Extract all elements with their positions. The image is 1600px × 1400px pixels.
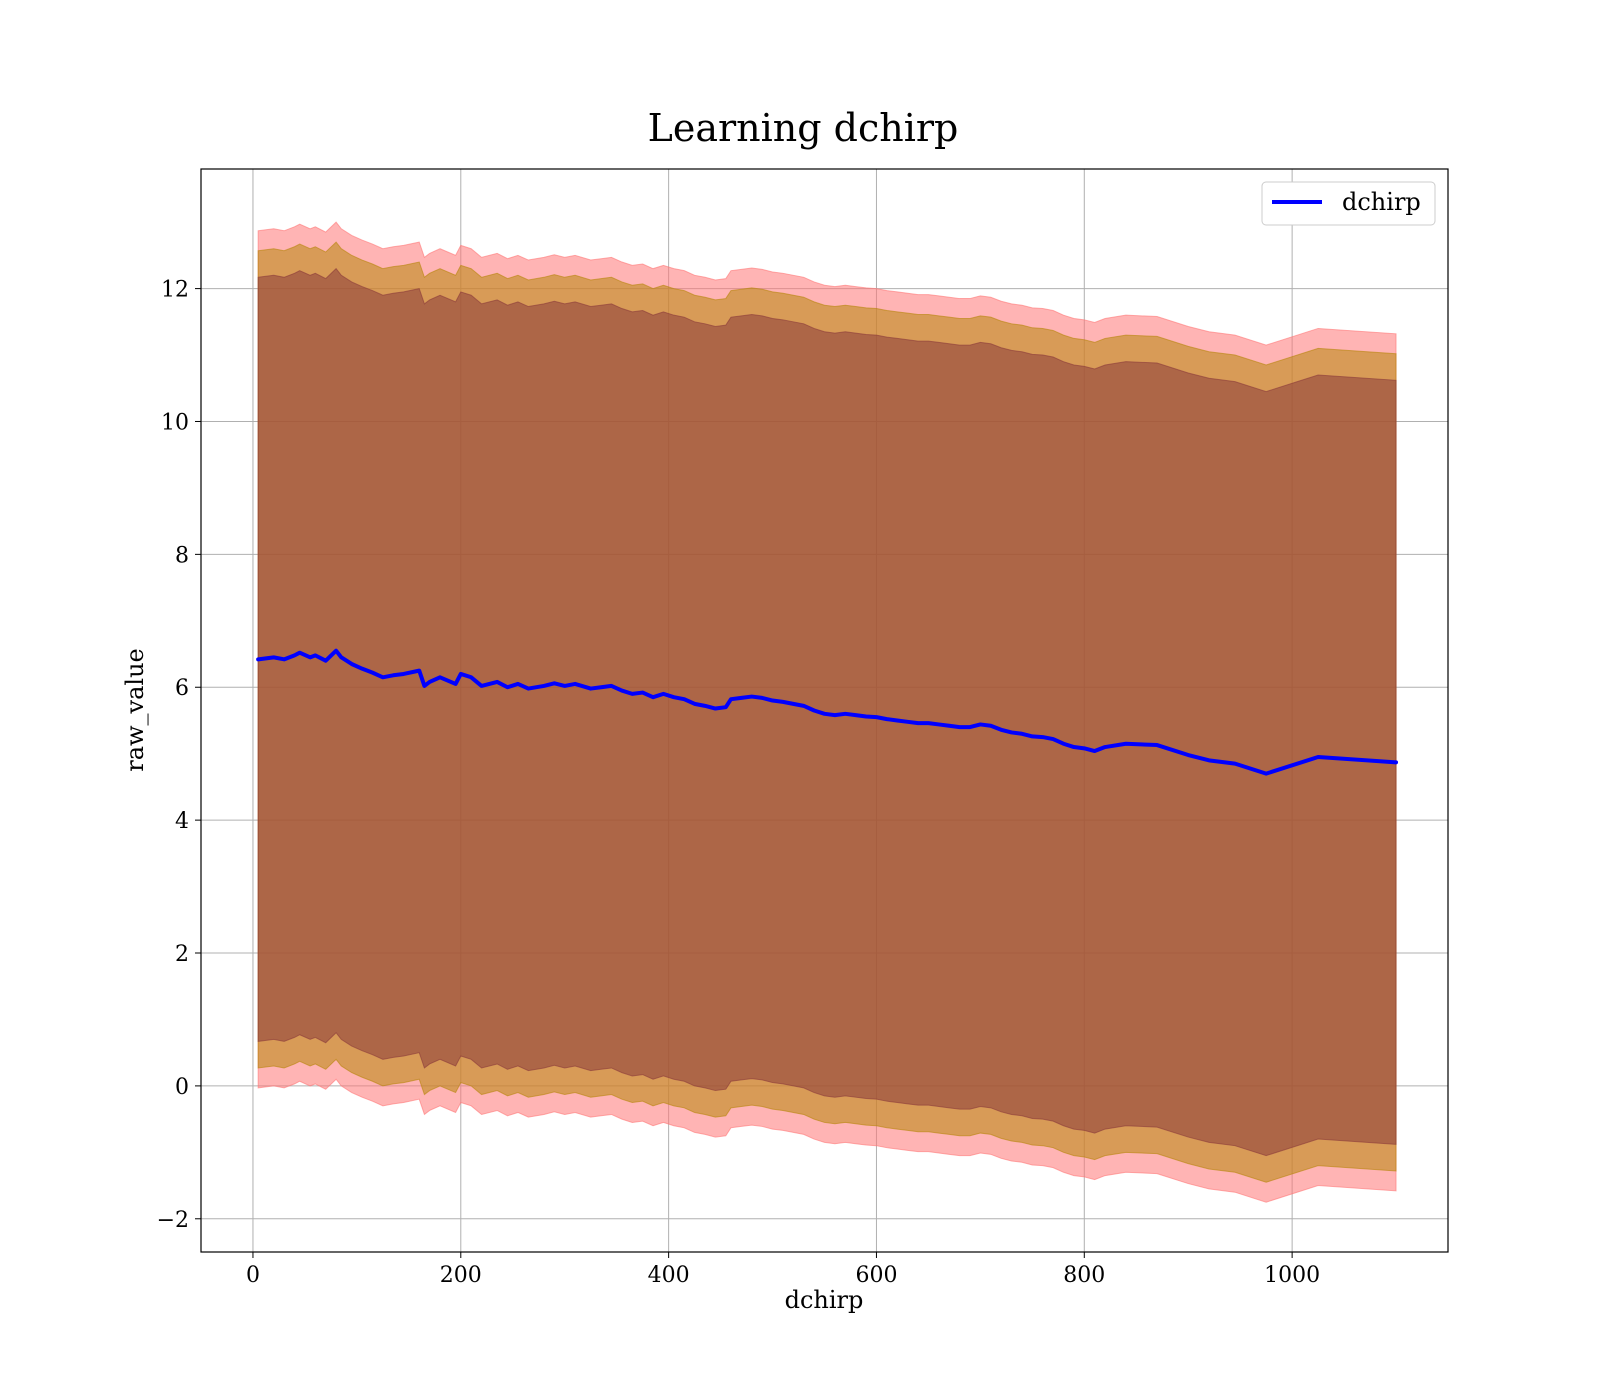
x-tick-label: 400: [648, 1263, 690, 1288]
series-lines: [256, 648, 1399, 776]
y-tick-label: 6: [175, 676, 189, 701]
x-tick-label: 1000: [1264, 1263, 1320, 1288]
legend-label: dchirp: [1342, 188, 1421, 216]
x-tick-label: 0: [246, 1263, 260, 1288]
y-axis-label: raw_value: [121, 648, 149, 772]
y-tick-label: 12: [161, 278, 189, 303]
series-line-dchirp: [256, 648, 1399, 776]
y-axis-ticks: −2 0 2 4 6 8 10 12: [157, 278, 201, 1233]
x-tick-label: 600: [855, 1263, 897, 1288]
y-tick-label: 4: [175, 809, 189, 834]
legend-box: [1261, 181, 1436, 226]
y-tick-label: 10: [161, 410, 189, 435]
x-tick-label: 200: [440, 1263, 482, 1288]
x-axis-label: dchirp: [785, 1286, 864, 1314]
y-tick-label: 8: [175, 543, 189, 568]
chart-title: Learning dchirp: [648, 106, 959, 150]
x-axis-ticks: 0 200 400 600 800 1000: [246, 1252, 1320, 1288]
y-tick-label: −2: [157, 1208, 189, 1233]
plot-frame: [200, 168, 1449, 1253]
y-tick-label: 2: [175, 942, 189, 967]
x-tick-label: 800: [1063, 1263, 1105, 1288]
y-tick-label: 0: [175, 1075, 189, 1100]
legend: dchirp: [1261, 181, 1436, 226]
